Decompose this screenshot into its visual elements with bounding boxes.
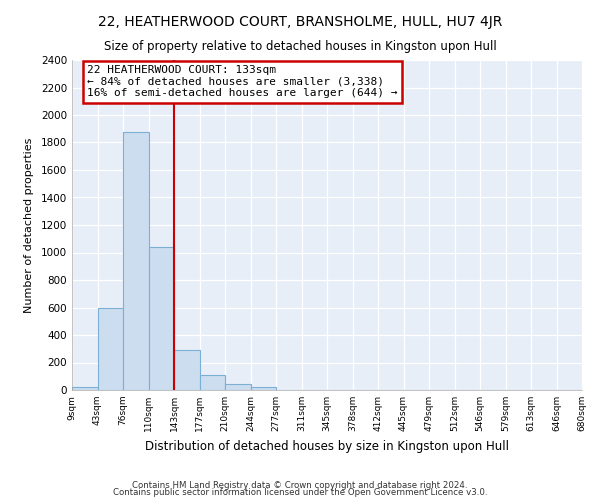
Bar [199, 375, 225, 390]
Text: Contains HM Land Registry data © Crown copyright and database right 2024.: Contains HM Land Registry data © Crown c… [132, 480, 468, 490]
Text: 22, HEATHERWOOD COURT, BRANSHOLME, HULL, HU7 4JR: 22, HEATHERWOOD COURT, BRANSHOLME, HULL,… [98, 15, 502, 29]
Y-axis label: Number of detached properties: Number of detached properties [24, 138, 34, 312]
X-axis label: Distribution of detached houses by size in Kingston upon Hull: Distribution of detached houses by size … [145, 440, 509, 452]
Bar [72, 387, 97, 390]
Bar [149, 247, 174, 390]
Bar [123, 132, 149, 390]
Bar [174, 350, 199, 390]
Bar [225, 384, 251, 390]
Text: 22 HEATHERWOOD COURT: 133sqm
← 84% of detached houses are smaller (3,338)
16% of: 22 HEATHERWOOD COURT: 133sqm ← 84% of de… [88, 65, 398, 98]
Bar [97, 308, 123, 390]
Bar [251, 387, 276, 390]
Text: Size of property relative to detached houses in Kingston upon Hull: Size of property relative to detached ho… [104, 40, 496, 53]
Text: Contains public sector information licensed under the Open Government Licence v3: Contains public sector information licen… [113, 488, 487, 497]
